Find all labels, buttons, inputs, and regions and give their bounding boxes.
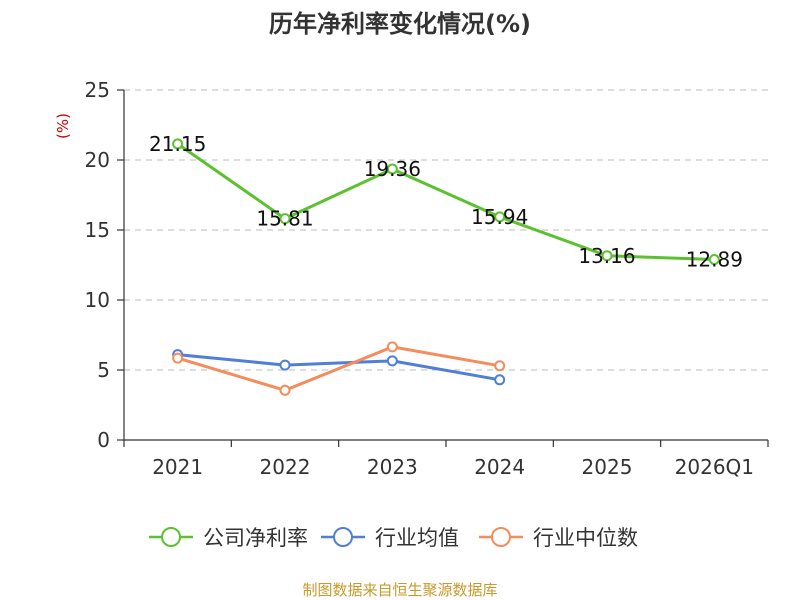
y-tick-label: 5 <box>97 358 110 382</box>
chart-title: 历年净利率变化情况(%) <box>269 10 531 38</box>
legend-item-2[interactable]: 行业中位数 <box>479 526 638 550</box>
x-tick-label: 2025 <box>582 455 633 479</box>
x-tick-label: 2024 <box>474 455 525 479</box>
y-tick-label: 15 <box>85 218 110 242</box>
data-point <box>386 163 398 175</box>
data-point <box>172 138 184 150</box>
legend-swatch-marker <box>333 527 353 547</box>
x-tick-label: 2021 <box>152 455 203 479</box>
data-point <box>386 355 398 367</box>
data-point <box>279 213 291 225</box>
x-tick-label: 2026Q1 <box>675 455 754 479</box>
data-label: 21.15 <box>149 132 206 156</box>
data-point <box>172 352 184 364</box>
data-label: 12.89 <box>686 248 743 272</box>
y-tick-label: 25 <box>85 78 110 102</box>
series-line-1 <box>177 353 500 382</box>
series-line-0 <box>176 142 715 262</box>
data-point <box>708 254 720 266</box>
data-label: 15.81 <box>256 207 313 231</box>
data-label: 19.36 <box>364 157 421 181</box>
gridlines <box>124 89 768 371</box>
legend-swatch-marker <box>491 527 511 547</box>
x-tick-label: 2022 <box>260 455 311 479</box>
y-tick-label: 10 <box>85 288 110 312</box>
legend-item-0[interactable]: 公司净利率 <box>149 526 308 550</box>
legend-swatch-marker <box>161 527 181 547</box>
data-label: 15.94 <box>471 205 528 229</box>
source-note: 制图数据来自恒生聚源数据库 <box>302 581 497 599</box>
data-labels: 21.15 15.81 19.36 15.94 13.16 12.89 <box>149 132 743 272</box>
data-point <box>494 374 506 386</box>
y-tick-label: 0 <box>97 428 110 452</box>
data-point <box>386 341 398 353</box>
data-point <box>494 211 506 223</box>
data-point <box>279 359 291 371</box>
legend-label: 公司净利率 <box>203 526 308 550</box>
legend: 公司净利率 行业均值 行业中位数 <box>149 526 638 550</box>
data-label: 13.16 <box>578 244 635 268</box>
data-point <box>601 250 613 262</box>
y-axis-unit: (%) <box>54 113 72 139</box>
x-tick-label: 2023 <box>367 455 418 479</box>
y-tick-label: 20 <box>85 148 110 172</box>
data-point <box>494 360 506 372</box>
legend-label: 行业均值 <box>375 526 459 550</box>
series-lines <box>172 138 720 396</box>
series-line-2 <box>177 345 500 392</box>
data-point <box>279 384 291 396</box>
legend-label: 行业中位数 <box>533 526 638 550</box>
legend-item-1[interactable]: 行业均值 <box>321 526 459 550</box>
